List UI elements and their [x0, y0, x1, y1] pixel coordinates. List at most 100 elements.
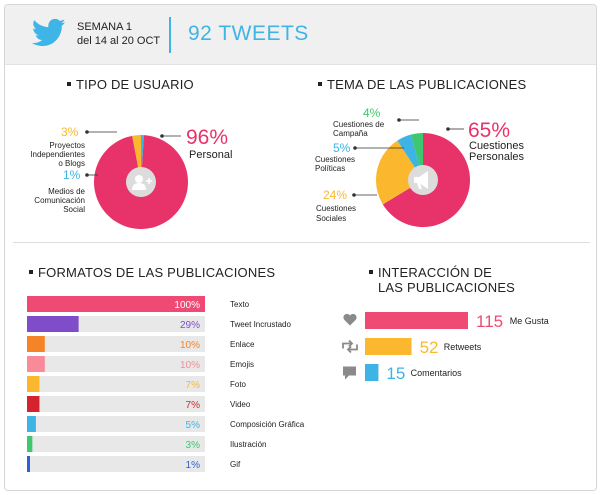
format-bar-label: Emojis	[230, 360, 254, 369]
format-bar-label: Foto	[230, 380, 247, 389]
interaction-title: INTERACCIÓN DE LAS PUBLICACIONES	[369, 265, 515, 295]
pie-label-personales: Cuestiones	[469, 140, 525, 152]
bar-track	[27, 376, 205, 392]
format-bar-row: 10% Enlace	[27, 336, 255, 352]
pie-pct-65: 65%	[468, 119, 510, 142]
format-bar	[27, 356, 45, 372]
leader-dot	[353, 146, 357, 150]
pie-pct-3: 3%	[61, 125, 79, 139]
format-bar-row: 10% Emojis	[27, 356, 254, 372]
format-bar-label: Enlace	[230, 340, 255, 349]
bar-track	[27, 456, 205, 472]
format-bar-pct: 7%	[186, 380, 201, 391]
pie-label-medios: Social	[63, 205, 85, 214]
bar-track	[27, 356, 205, 372]
format-bar-pct: 10%	[180, 340, 200, 351]
format-bar-pct: 7%	[186, 400, 201, 411]
format-bar-pct: 5%	[186, 420, 201, 431]
pie-pct-5: 5%	[333, 141, 351, 155]
pie-pct-4: 4%	[363, 106, 381, 120]
format-bar-label: Video	[230, 400, 251, 409]
format-bar-label: Tweet Incrustado	[230, 320, 291, 329]
interaction-bar-value: 52	[420, 338, 439, 357]
header-divider	[169, 17, 171, 53]
comment-icon	[343, 366, 356, 380]
format-bar-pct: 10%	[180, 360, 200, 371]
pie-label-personal: Personal	[189, 149, 232, 161]
twitter-bird-icon	[31, 18, 66, 47]
section-divider	[13, 242, 590, 243]
interaction-bar-row: 115 Me Gusta	[343, 312, 549, 331]
interaction-bar	[365, 364, 379, 381]
format-bar-row: 7% Foto	[27, 376, 247, 392]
pie-pct-1: 1%	[63, 168, 81, 182]
tweets-total: 92 TWEETS	[188, 22, 309, 45]
megaphone-icon	[414, 171, 428, 189]
leader-dot	[352, 193, 356, 197]
date-range: del 14 al 20 OCT	[77, 35, 161, 47]
interaction-bar	[365, 312, 468, 329]
pie-label-medios: Comunicación	[34, 196, 85, 205]
leader-dot	[160, 134, 164, 138]
format-bar-row: 5% Composición Gráfica	[27, 416, 305, 432]
format-bar-row: 3% Ilustración	[27, 436, 266, 452]
topics-title: TEMA DE LAS PUBLICACIONES	[318, 77, 526, 92]
infographic: SEMANA 1 del 14 al 20 OCT 92 TWEETS TIPO…	[4, 4, 597, 491]
bar-track	[27, 336, 205, 352]
format-bar-pct: 29%	[180, 320, 200, 331]
heart-icon	[343, 313, 357, 326]
leader-dot	[85, 173, 89, 177]
format-bar-pct: 1%	[186, 460, 201, 471]
pie-label-sociales: Cuestiones	[316, 204, 356, 213]
format-bar-pct: 3%	[186, 440, 201, 451]
format-bar-pct: 100%	[174, 300, 200, 311]
pie-pct-24: 24%	[323, 188, 347, 202]
format-bar-label: Ilustración	[230, 440, 266, 449]
format-bar-row: 100% Texto	[27, 296, 250, 312]
format-bar-label: Gif	[230, 460, 241, 469]
format-bar-label: Texto	[230, 300, 250, 309]
week-info: SEMANA 1 del 14 al 20 OCT	[77, 20, 160, 48]
format-bar-row: 29% Tweet Incrustado	[27, 316, 291, 332]
leader-dot	[85, 130, 89, 134]
user-type-title: TIPO DE USUARIO	[67, 77, 194, 92]
header: SEMANA 1 del 14 al 20 OCT 92 TWEETS	[5, 5, 596, 65]
format-bar	[27, 436, 33, 452]
pie-label-proyectos: o Blogs	[58, 159, 85, 168]
pie-label-medios: Medios de	[48, 187, 85, 196]
bar-track	[27, 436, 205, 452]
format-bar	[27, 336, 45, 352]
pie-label-campana: Campaña	[333, 129, 368, 138]
interaction-bar-value: 115	[476, 312, 503, 331]
formats-title: FORMATOS DE LAS PUBLICACIONES	[29, 265, 275, 280]
interaction-bar-row: 52 Retweets	[342, 338, 482, 357]
interaction-bar-label: Retweets	[444, 342, 482, 352]
interaction-bar-value: 15	[386, 364, 405, 383]
retweet-icon	[342, 339, 358, 354]
bar-track	[27, 396, 205, 412]
week-label: SEMANA 1	[77, 21, 133, 33]
pie-slice-24pct	[376, 140, 423, 205]
pie-label-proyectos: Independientes	[30, 150, 85, 159]
pie-label-proyectos: Proyectos	[49, 141, 85, 150]
format-bar	[27, 316, 79, 332]
pie-label-sociales: Sociales	[316, 214, 346, 223]
interaction-bar-label: Comentarios	[411, 368, 463, 378]
interaction-bar-row: 15 Comentarios	[343, 364, 462, 383]
pie-pct-96: 96%	[186, 126, 228, 149]
format-bar	[27, 416, 36, 432]
pie-label-politicas: Cuestiones	[315, 155, 355, 164]
bar-track	[27, 416, 205, 432]
leader-dot	[397, 118, 401, 122]
pie-label-politicas: Políticas	[315, 164, 345, 173]
format-bar	[27, 396, 40, 412]
format-bar	[27, 376, 40, 392]
format-bar-label: Composición Gráfica	[230, 420, 305, 429]
format-bar	[27, 456, 30, 472]
pie-label-personales: Personales	[469, 151, 525, 163]
format-bar-row: 7% Video	[27, 396, 251, 412]
format-bar	[27, 296, 205, 312]
interaction-bar	[365, 338, 412, 355]
interaction-bar-label: Me Gusta	[510, 316, 549, 326]
